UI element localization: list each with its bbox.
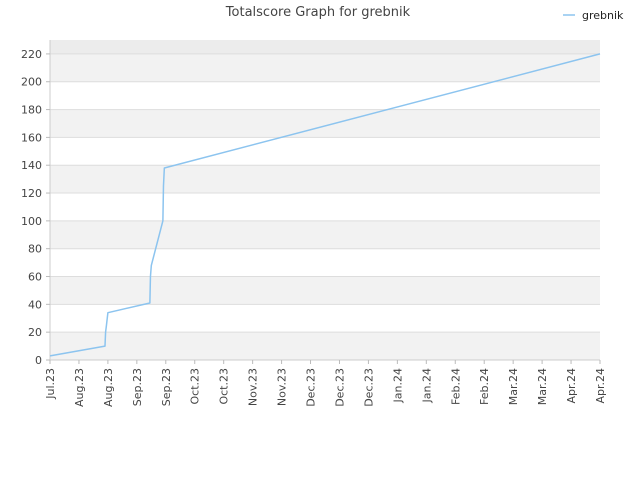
x-tick-label: Apr.24 <box>565 368 578 404</box>
grid-band <box>50 193 600 221</box>
grid-band <box>50 137 600 166</box>
grid-band <box>50 220 600 249</box>
y-tick-label: 80 <box>28 243 42 256</box>
y-tick-label: 220 <box>21 48 42 61</box>
y-tick-label: 200 <box>21 76 42 89</box>
x-tick-label: Jul.23 <box>44 368 57 400</box>
grid-band <box>50 53 600 82</box>
x-tick-label: Mar.24 <box>507 368 520 405</box>
x-tick-label: Dec.23 <box>362 368 375 407</box>
series-layer <box>49 53 601 357</box>
grid-band <box>50 332 600 360</box>
x-tick-label: Feb.24 <box>449 368 462 405</box>
x-tick-label: Sep.23 <box>131 368 144 406</box>
x-tick-label: Nov.23 <box>276 368 289 406</box>
y-tick-label: 40 <box>28 298 42 311</box>
series-line-grebnik <box>49 53 601 357</box>
x-tick-label: Aug.23 <box>73 368 86 407</box>
x-tick-label: Feb.24 <box>478 368 491 405</box>
y-tick-label: 180 <box>21 104 42 117</box>
y-tick-label: 100 <box>21 215 42 228</box>
legend-label-grebnik: grebnik <box>582 9 624 22</box>
grid-band <box>50 165 600 194</box>
chart-title: Totalscore Graph for grebnik <box>225 5 411 20</box>
y-tick-label: 20 <box>28 326 42 339</box>
x-axis-ticks: Jul.23 Aug.23 Aug.23 Sep.23 Sep.23 Oct.23 Oct.… <box>44 360 607 407</box>
x-tick-label: Oct.23 <box>218 368 231 405</box>
grid-band <box>50 109 600 138</box>
y-tick-label: 0 <box>35 354 42 367</box>
x-tick-label: Apr.24 <box>594 368 607 404</box>
x-tick-label: Oct.23 <box>189 368 202 405</box>
grid-band <box>50 248 600 277</box>
grid-band <box>50 81 600 110</box>
legend: grebnik <box>563 9 624 22</box>
x-tick-label: Jan.24 <box>391 368 404 403</box>
x-tick-label: Dec.23 <box>333 368 346 407</box>
grid-band <box>50 304 600 333</box>
x-tick-label: Nov.23 <box>247 368 260 406</box>
y-axis-ticks: 0 20 40 60 80 100 120 140 160 180 200 220 <box>21 48 50 367</box>
x-tick-label: Mar.24 <box>536 368 549 405</box>
y-tick-label: 160 <box>21 131 42 144</box>
x-tick-label: Sep.23 <box>160 368 173 406</box>
x-tick-label: Dec.23 <box>305 368 318 407</box>
grid-bands <box>50 40 600 360</box>
x-tick-label: Aug.23 <box>102 368 115 407</box>
axes <box>49 40 600 361</box>
grid-band <box>50 276 600 305</box>
y-tick-label: 60 <box>28 271 42 284</box>
grid-band-top <box>50 40 600 54</box>
y-tick-label: 120 <box>21 187 42 200</box>
y-tick-label: 140 <box>21 159 42 172</box>
x-tick-label: Jan.24 <box>420 368 433 403</box>
